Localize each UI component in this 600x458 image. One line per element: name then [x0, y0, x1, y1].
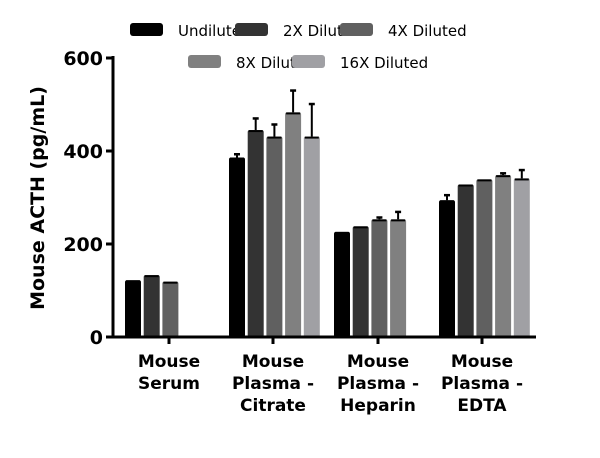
bar: [513, 178, 530, 337]
x-tick-label: Mouse: [242, 352, 304, 372]
y-tick-label: 400: [63, 141, 103, 163]
bar: [247, 130, 264, 337]
legend-item: 4X Diluted: [340, 22, 467, 40]
legend-label: 16X Diluted: [340, 54, 428, 72]
x-tick-label: Heparin: [340, 396, 416, 416]
x-tick-label: Citrate: [240, 396, 306, 416]
bar: [352, 226, 369, 337]
x-tick-label: Plasma -: [232, 374, 314, 394]
bar: [457, 184, 474, 337]
legend-label: Undiluted: [178, 22, 250, 40]
y-tick-label: 200: [63, 234, 103, 256]
bar: [334, 231, 350, 337]
bar: [266, 136, 283, 337]
x-tick-label: Plasma -: [441, 374, 523, 394]
legend-swatch: [340, 23, 373, 36]
bar: [476, 179, 493, 337]
legend-item: 16X Diluted: [292, 54, 428, 72]
legend-label: 4X Diluted: [388, 22, 467, 40]
bar: [143, 275, 160, 337]
y-axis-label: Mouse ACTH (pg/mL): [27, 86, 49, 310]
legend-swatch: [130, 23, 163, 36]
bar: [229, 157, 245, 337]
legend-item: Undiluted: [130, 22, 250, 40]
y-tick-label: 0: [90, 327, 103, 349]
x-tick-label: Mouse: [138, 352, 200, 372]
bars: [125, 89, 530, 337]
bar: [439, 200, 455, 337]
legend-swatch: [235, 23, 268, 36]
legend-swatch: [188, 55, 221, 68]
bar: [125, 280, 141, 337]
bar: [162, 281, 179, 337]
x-tick-label: Mouse: [347, 352, 409, 372]
bar: [495, 175, 512, 337]
bar: [371, 219, 388, 337]
bar: [390, 219, 407, 337]
x-tick-label: Mouse: [451, 352, 513, 372]
x-tick-label: Plasma -: [337, 374, 419, 394]
legend-swatch: [292, 55, 325, 68]
x-tick-label: Serum: [138, 374, 200, 394]
x-tick-label: EDTA: [457, 396, 507, 416]
y-tick-label: 600: [63, 48, 103, 70]
bar: [285, 112, 302, 337]
bar: [303, 136, 320, 337]
